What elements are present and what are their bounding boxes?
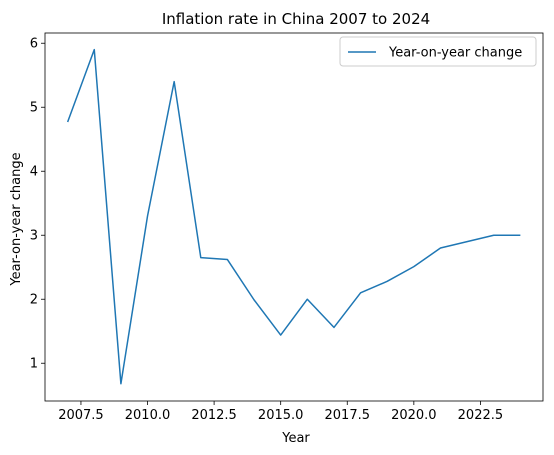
legend-entry: Year-on-year change [388,46,522,61]
x-tick-label: 2017.5 [325,408,371,423]
legend: Year-on-year change [339,36,537,67]
x-tick-label: 2012.5 [191,408,237,423]
x-axis-ticks: 2007.5 2010.0 2012.5 2015.0 2017.5 2020.0 2022… [58,401,503,423]
y-tick-label: 6 [30,37,38,52]
series-line-0 [66,48,521,385]
plot-area [44,32,544,402]
y-tick-label: 5 [30,101,38,116]
y-tick-label: 1 [30,357,38,372]
x-tick-label: 2007.5 [58,408,104,423]
x-tick-label: 2022.5 [458,408,504,423]
plot-frame [44,32,544,402]
y-axis-label: Year-on-year change [9,152,24,286]
x-tick-label: 2010.0 [125,408,171,423]
x-tick-label: 2015.0 [258,408,304,423]
chart-title: Inflation rate in China 2007 to 2024 [162,10,430,28]
y-axis-ticks: 1 2 3 4 5 6 [30,37,45,372]
y-tick-label: 4 [30,165,38,180]
y-tick-label: 3 [30,229,38,244]
x-tick-label: 2020.0 [391,408,437,423]
legend-box [339,36,537,67]
y-tick-label: 2 [30,293,38,308]
x-axis-label: Year [281,431,310,446]
